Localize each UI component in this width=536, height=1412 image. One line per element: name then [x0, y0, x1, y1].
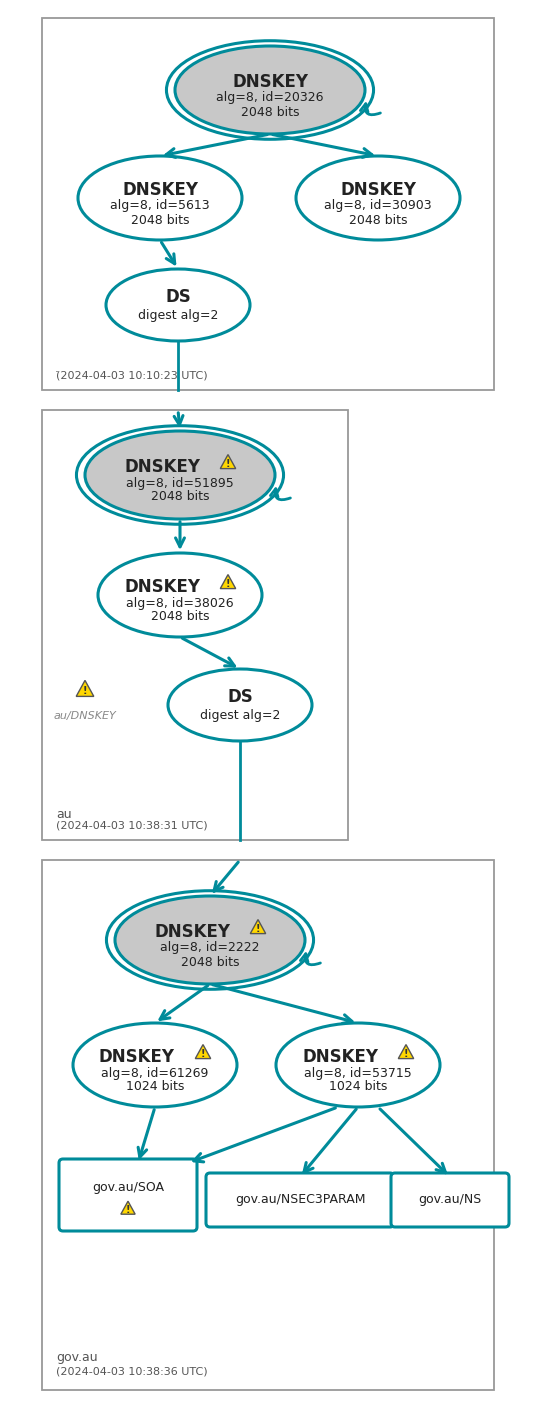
Text: gov.au/NSEC3PARAM: gov.au/NSEC3PARAM — [235, 1193, 365, 1206]
Text: gov.au/NS: gov.au/NS — [419, 1193, 482, 1206]
Ellipse shape — [115, 897, 305, 984]
Polygon shape — [195, 1045, 211, 1059]
Text: DNSKEY: DNSKEY — [232, 73, 308, 90]
FancyBboxPatch shape — [206, 1173, 394, 1227]
Text: 2048 bits: 2048 bits — [181, 956, 239, 969]
Text: alg=8, id=53715: alg=8, id=53715 — [304, 1066, 412, 1080]
FancyBboxPatch shape — [42, 860, 494, 1389]
Polygon shape — [121, 1202, 135, 1214]
Ellipse shape — [168, 669, 312, 741]
Text: 2048 bits: 2048 bits — [131, 213, 189, 226]
Ellipse shape — [296, 155, 460, 240]
FancyBboxPatch shape — [391, 1173, 509, 1227]
Text: DNSKEY: DNSKEY — [122, 181, 198, 199]
FancyBboxPatch shape — [59, 1159, 197, 1231]
Text: DNSKEY: DNSKEY — [340, 181, 416, 199]
Polygon shape — [250, 919, 266, 933]
Text: au: au — [56, 808, 72, 820]
Text: alg=8, id=2222: alg=8, id=2222 — [160, 942, 260, 955]
Text: alg=8, id=20326: alg=8, id=20326 — [216, 92, 324, 104]
FancyBboxPatch shape — [42, 18, 494, 390]
Ellipse shape — [73, 1024, 237, 1107]
Ellipse shape — [85, 431, 275, 520]
Text: digest alg=2: digest alg=2 — [200, 709, 280, 722]
Text: !: ! — [201, 1049, 205, 1059]
Text: 1024 bits: 1024 bits — [329, 1080, 387, 1093]
Text: 2048 bits: 2048 bits — [151, 610, 209, 624]
Text: !: ! — [226, 459, 230, 469]
Text: alg=8, id=51895: alg=8, id=51895 — [126, 476, 234, 490]
Ellipse shape — [78, 155, 242, 240]
Text: DNSKEY: DNSKEY — [154, 923, 230, 940]
Text: DNSKEY: DNSKEY — [99, 1048, 175, 1066]
Text: !: ! — [83, 686, 87, 696]
Ellipse shape — [98, 554, 262, 637]
Text: alg=8, id=30903: alg=8, id=30903 — [324, 199, 432, 212]
Text: DNSKEY: DNSKEY — [124, 457, 200, 476]
Text: gov.au: gov.au — [56, 1351, 98, 1364]
Text: 1024 bits: 1024 bits — [126, 1080, 184, 1093]
Text: alg=8, id=61269: alg=8, id=61269 — [101, 1066, 209, 1080]
Polygon shape — [398, 1045, 414, 1059]
Text: !: ! — [256, 923, 260, 933]
Text: DNSKEY: DNSKEY — [302, 1048, 378, 1066]
Polygon shape — [220, 455, 236, 469]
Text: !: ! — [404, 1049, 408, 1059]
Text: 2048 bits: 2048 bits — [349, 213, 407, 226]
Text: (2024-04-03 10:38:31 UTC): (2024-04-03 10:38:31 UTC) — [56, 820, 207, 830]
Text: !: ! — [126, 1204, 130, 1214]
Text: gov.au/SOA: gov.au/SOA — [92, 1180, 164, 1193]
Text: DS: DS — [227, 688, 253, 706]
Text: 2048 bits: 2048 bits — [151, 490, 209, 504]
Text: !: ! — [226, 579, 230, 589]
Text: alg=8, id=5613: alg=8, id=5613 — [110, 199, 210, 212]
Text: DNSKEY: DNSKEY — [124, 578, 200, 596]
Text: au/DNSKEY: au/DNSKEY — [54, 712, 116, 722]
Text: 2048 bits: 2048 bits — [241, 106, 299, 119]
FancyBboxPatch shape — [42, 409, 348, 840]
Ellipse shape — [106, 270, 250, 342]
Ellipse shape — [276, 1024, 440, 1107]
Text: (2024-04-03 10:10:23 UTC): (2024-04-03 10:10:23 UTC) — [56, 371, 207, 381]
Text: (2024-04-03 10:38:36 UTC): (2024-04-03 10:38:36 UTC) — [56, 1367, 207, 1377]
Polygon shape — [76, 681, 94, 696]
Polygon shape — [220, 575, 236, 589]
Text: digest alg=2: digest alg=2 — [138, 308, 218, 322]
Ellipse shape — [175, 47, 365, 134]
Text: alg=8, id=38026: alg=8, id=38026 — [126, 596, 234, 610]
Text: .: . — [55, 361, 59, 374]
Text: DS: DS — [165, 288, 191, 306]
